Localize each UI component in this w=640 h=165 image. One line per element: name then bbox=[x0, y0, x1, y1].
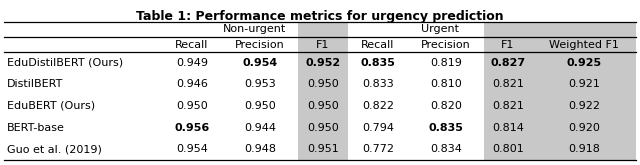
Text: Precision: Precision bbox=[235, 39, 285, 49]
Text: Recall: Recall bbox=[175, 39, 209, 49]
Text: DistilBERT: DistilBERT bbox=[7, 79, 63, 89]
Text: 0.801: 0.801 bbox=[492, 144, 524, 154]
Text: 0.821: 0.821 bbox=[492, 101, 524, 111]
Text: 0.946: 0.946 bbox=[176, 79, 208, 89]
Text: EduDistilBERT (Ours): EduDistilBERT (Ours) bbox=[7, 58, 123, 68]
Text: Weighted F1: Weighted F1 bbox=[549, 39, 619, 49]
Text: 0.833: 0.833 bbox=[362, 79, 394, 89]
Text: 0.954: 0.954 bbox=[176, 144, 208, 154]
Text: 0.810: 0.810 bbox=[430, 79, 462, 89]
Text: 0.827: 0.827 bbox=[490, 58, 525, 68]
Text: 0.794: 0.794 bbox=[362, 123, 394, 133]
Text: BERT-base: BERT-base bbox=[7, 123, 65, 133]
Text: 0.951: 0.951 bbox=[307, 144, 339, 154]
Text: 0.944: 0.944 bbox=[244, 123, 276, 133]
Text: 0.835: 0.835 bbox=[429, 123, 463, 133]
Bar bbox=[532, 22, 636, 160]
Text: 0.921: 0.921 bbox=[568, 79, 600, 89]
Text: 0.835: 0.835 bbox=[360, 58, 396, 68]
Text: Table 1: Performance metrics for urgency prediction: Table 1: Performance metrics for urgency… bbox=[136, 10, 504, 23]
Text: 0.819: 0.819 bbox=[430, 58, 462, 68]
Text: F1: F1 bbox=[316, 39, 330, 49]
Text: 0.834: 0.834 bbox=[430, 144, 462, 154]
Text: 0.950: 0.950 bbox=[307, 101, 339, 111]
Text: 0.822: 0.822 bbox=[362, 101, 394, 111]
Text: 0.950: 0.950 bbox=[176, 101, 208, 111]
Text: 0.772: 0.772 bbox=[362, 144, 394, 154]
Text: 0.953: 0.953 bbox=[244, 79, 276, 89]
Text: 0.820: 0.820 bbox=[430, 101, 462, 111]
Bar bbox=[298, 22, 348, 160]
Text: 0.954: 0.954 bbox=[243, 58, 278, 68]
Text: Guo et al. (2019): Guo et al. (2019) bbox=[7, 144, 102, 154]
Text: 0.950: 0.950 bbox=[307, 123, 339, 133]
Text: 0.956: 0.956 bbox=[174, 123, 210, 133]
Text: 0.950: 0.950 bbox=[307, 79, 339, 89]
Text: EduBERT (Ours): EduBERT (Ours) bbox=[7, 101, 95, 111]
Text: Recall: Recall bbox=[362, 39, 395, 49]
Text: 0.821: 0.821 bbox=[492, 79, 524, 89]
Text: 0.949: 0.949 bbox=[176, 58, 208, 68]
Text: F1: F1 bbox=[501, 39, 515, 49]
Text: 0.814: 0.814 bbox=[492, 123, 524, 133]
Text: 0.950: 0.950 bbox=[244, 101, 276, 111]
Bar bbox=[484, 22, 532, 160]
Text: Non-urgent: Non-urgent bbox=[223, 24, 287, 34]
Text: 0.952: 0.952 bbox=[305, 58, 340, 68]
Text: Urgent: Urgent bbox=[421, 24, 459, 34]
Text: 0.920: 0.920 bbox=[568, 123, 600, 133]
Text: 0.918: 0.918 bbox=[568, 144, 600, 154]
Text: 0.925: 0.925 bbox=[566, 58, 602, 68]
Text: 0.922: 0.922 bbox=[568, 101, 600, 111]
Text: Precision: Precision bbox=[421, 39, 471, 49]
Text: 0.948: 0.948 bbox=[244, 144, 276, 154]
